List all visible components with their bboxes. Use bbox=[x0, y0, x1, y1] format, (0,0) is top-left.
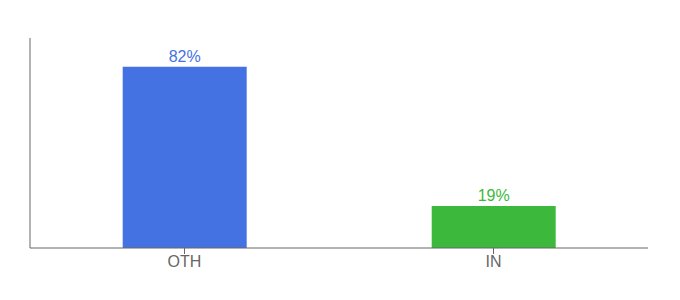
svg-text:OTH: OTH bbox=[168, 253, 202, 270]
svg-text:82%: 82% bbox=[169, 48, 201, 65]
svg-text:19%: 19% bbox=[478, 187, 510, 204]
svg-text:IN: IN bbox=[486, 253, 502, 270]
